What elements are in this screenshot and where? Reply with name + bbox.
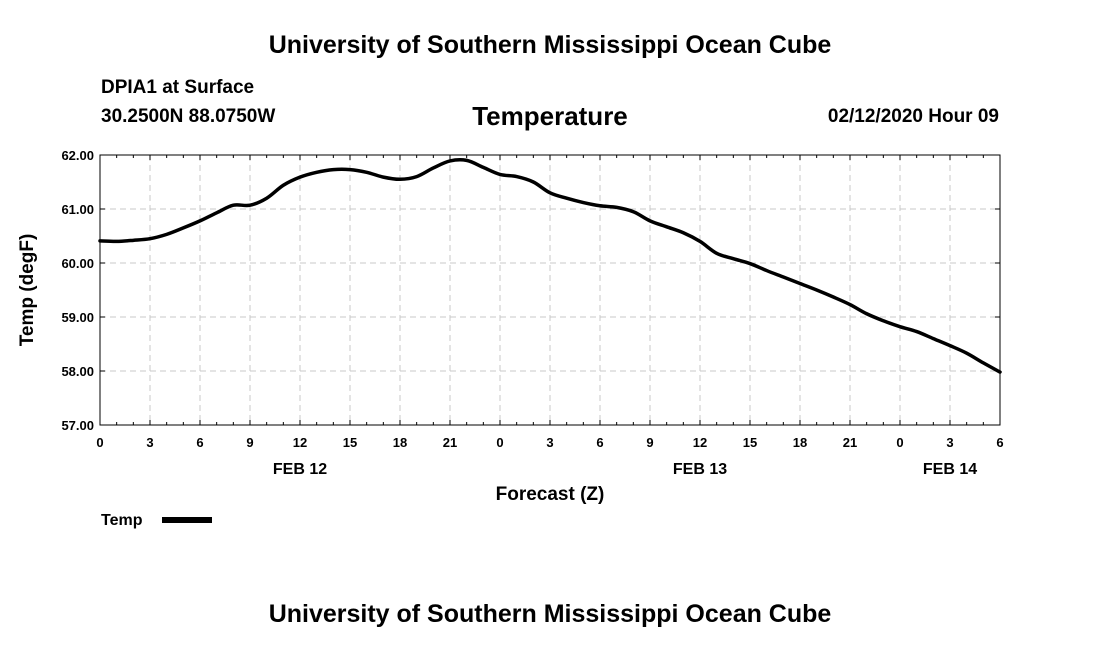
x-tick-label: 6 xyxy=(196,435,203,450)
x-tick-label: 0 xyxy=(96,435,103,450)
x-tick-label: 0 xyxy=(496,435,503,450)
x-tick-label: 6 xyxy=(996,435,1003,450)
x-tick-label: 9 xyxy=(646,435,653,450)
footer-title: University of Southern Mississippi Ocean… xyxy=(268,600,832,628)
y-tick-label: 58.00 xyxy=(61,364,94,379)
y-tick-label: 61.00 xyxy=(61,202,94,217)
x-tick-label: 6 xyxy=(596,435,603,450)
tick-labels: 0 3 6 9 12 15 18 21 0 3 6 9 12 15 18 21 0 3 6 57.00 58.00 59.… xyxy=(61,148,1003,478)
station-name: DPIA1 at Surface xyxy=(101,77,255,98)
axis-ticks xyxy=(99,154,1001,426)
y-tick-label: 59.00 xyxy=(61,310,94,325)
x-tick-label: 15 xyxy=(343,435,357,450)
x-tick-label: 18 xyxy=(393,435,407,450)
x-tick-label: 9 xyxy=(246,435,253,450)
series-line-temp xyxy=(98,158,1002,374)
legend: Temp xyxy=(101,512,212,529)
x-tick-label: 0 xyxy=(896,435,903,450)
x-tick-label: 12 xyxy=(693,435,707,450)
date-label: FEB 12 xyxy=(273,461,327,478)
chart-title: Temperature xyxy=(472,101,628,131)
date-label: FEB 13 xyxy=(673,461,727,478)
x-tick-label: 3 xyxy=(146,435,153,450)
x-axis-title: Forecast (Z) xyxy=(496,484,605,505)
x-tick-label: 3 xyxy=(946,435,953,450)
x-tick-label: 15 xyxy=(743,435,757,450)
page-title: University of Southern Mississippi Ocean… xyxy=(268,31,832,59)
x-tick-label: 18 xyxy=(793,435,807,450)
date-label: FEB 14 xyxy=(923,461,977,478)
y-tick-label: 57.00 xyxy=(61,418,94,433)
y-tick-label: 60.00 xyxy=(61,256,94,271)
forecast-datetime: 02/12/2020 Hour 09 xyxy=(827,106,999,127)
grid-lines xyxy=(100,155,1000,425)
x-tick-label: 21 xyxy=(843,435,857,450)
x-tick-label: 3 xyxy=(546,435,553,450)
series-layer xyxy=(98,158,1002,374)
x-tick-label: 21 xyxy=(443,435,457,450)
y-tick-label: 62.00 xyxy=(61,148,94,163)
legend-label-temp: Temp xyxy=(101,512,143,529)
station-coordinates: 30.2500N 88.0750W xyxy=(101,106,276,127)
x-tick-label: 12 xyxy=(293,435,307,450)
y-axis-title: Temp (degF) xyxy=(17,234,38,347)
